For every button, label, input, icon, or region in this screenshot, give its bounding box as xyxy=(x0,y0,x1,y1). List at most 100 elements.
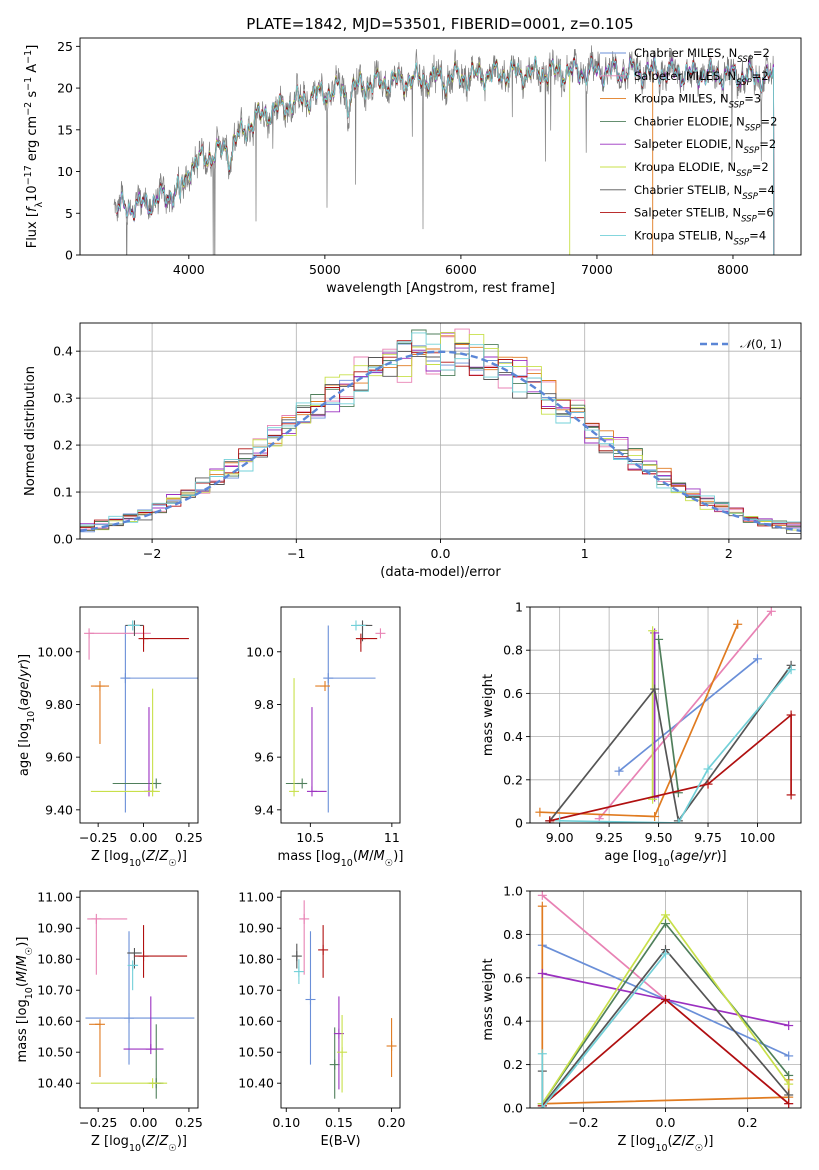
x-axis-label: Z [log10(Z/Z☉)] xyxy=(91,849,187,869)
plot-area xyxy=(285,620,386,813)
axes-frame xyxy=(79,606,199,824)
y-tick-label: 0.6 xyxy=(503,686,523,701)
x-tick-label: 9.50 xyxy=(645,830,673,845)
errorbar-kroupa-stelib xyxy=(127,960,139,991)
x-tick-label: 0.20 xyxy=(378,1115,406,1130)
y-tick-label: 10.40 xyxy=(238,1076,274,1091)
weight-series-kroupa-elodie xyxy=(648,626,658,804)
x-tick-label: 9.25 xyxy=(595,830,623,845)
axes: −2 −1 0.0 1 2 0.0 0.1 0.2 0.3 0.4 (data-model)/err… xyxy=(23,322,802,580)
y-tick-label: 0.4 xyxy=(503,1014,523,1029)
y-tick-label: 10.90 xyxy=(37,921,73,936)
y-tick-label: 0.4 xyxy=(53,344,73,359)
x-tick-label: −0.25 xyxy=(79,1115,117,1130)
y-tick-label: 0.2 xyxy=(53,438,73,453)
y-tick-label: 10.80 xyxy=(37,952,73,967)
weight-series-chabrier-elodie xyxy=(654,634,683,798)
y-tick-label: 10.50 xyxy=(37,1045,73,1060)
y-tick-label: 0 xyxy=(65,248,73,263)
axes: 0.10 0.15 0.20 10.40 10.50 10.60 10.70 10.80 10.… xyxy=(238,890,405,1149)
y-tick-label: 11.00 xyxy=(37,890,73,905)
x-axis-label: wavelength [Angstrom, rest frame] xyxy=(326,281,555,296)
axes-frame xyxy=(79,890,199,1109)
y-tick-label: 0.1 xyxy=(53,485,73,500)
legend-entry-kroupa-elodie: Kroupa ELODIE, NSSP=2 xyxy=(634,160,769,179)
errorbar-salpeter-stelib xyxy=(318,925,329,978)
y-tick-label: 5 xyxy=(65,206,73,221)
x-axis-label: mass [log10(M/M☉)] xyxy=(278,849,404,869)
legend-entry-kroupa-stelib: Kroupa STELIB, NSSP=4 xyxy=(634,228,766,247)
weight-series-kroupa-stelib xyxy=(555,665,796,823)
x-tick-label: 0.10 xyxy=(272,1115,300,1130)
legend-entry-chabrier-stelib: Chabrier STELIB, NSSP=4 xyxy=(634,183,775,202)
y-tick-label: 0.3 xyxy=(53,391,73,406)
plot-area xyxy=(291,900,397,1099)
x-axis-label: (data-model)/error xyxy=(380,565,501,580)
normal-reference-curve xyxy=(80,350,801,532)
errorbar-chabrier-miles xyxy=(85,931,195,1065)
x-tick-label: 5000 xyxy=(309,262,341,277)
panel-age-vs-mass: 10.5 11 9.4 9.6 9.8 10.0 mass [log10(M/M☉)] xyxy=(246,606,404,869)
plot-area xyxy=(84,620,198,813)
x-tick-label: 0.0 xyxy=(431,546,451,561)
y-tick-label: 9.4 xyxy=(254,802,274,817)
weight-series-salpeter-stelib xyxy=(545,710,796,823)
y-axis-label: mass [log10(M/M☉)] xyxy=(15,937,35,1063)
errorbar-chabrier-elodie xyxy=(329,1027,340,1099)
errorbar-chabrier-miles xyxy=(323,625,376,813)
legend-entry-salpeter-stelib: Salpeter STELIB, NSSP=6 xyxy=(634,206,774,225)
errorbar-kroupa-stelib xyxy=(127,620,140,631)
reference-legend-label: 𝒩(0, 1) xyxy=(740,337,782,351)
x-tick-label: 0.25 xyxy=(175,1115,203,1130)
axes: 4000 5000 6000 7000 8000 0 5 10 15 20 25 wavelength… xyxy=(23,37,802,296)
y-tick-label: 0.0 xyxy=(53,532,73,547)
y-tick-label: 10.80 xyxy=(238,952,274,967)
plot-area xyxy=(85,913,195,1099)
reference-legend: 𝒩(0, 1) xyxy=(700,337,782,351)
x-tick-label: 10.5 xyxy=(296,830,324,845)
x-tick-label: 9.00 xyxy=(546,830,574,845)
axes: −0.25 0.00 0.25 9.40 9.60 9.80 10.00 Z [log10(Z… xyxy=(17,606,203,869)
model-spectrum-salpeter-stelib xyxy=(116,55,775,255)
x-tick-label: 6000 xyxy=(445,262,477,277)
panel-mass-vs-ebv: 0.10 0.15 0.20 10.40 10.50 10.60 10.70 10.80 10.… xyxy=(238,890,405,1149)
y-tick-label: 9.8 xyxy=(254,697,274,712)
y-axis-label: mass weight xyxy=(481,674,496,756)
x-tick-label: 2 xyxy=(725,546,733,561)
plot-area xyxy=(535,607,796,823)
y-axis-label: Flux [fλ10−17 erg cm−2 s−1 A−1] xyxy=(23,45,45,249)
axes-frame xyxy=(280,890,401,1109)
y-tick-label: 10.70 xyxy=(238,983,274,998)
x-axis-label: E(B-V) xyxy=(320,1134,360,1149)
errorbar-kroupa-elodie xyxy=(90,688,160,797)
errorbar-chabrier-stelib xyxy=(291,943,302,969)
y-tick-label: 9.80 xyxy=(45,697,73,712)
y-tick-label: 1 xyxy=(515,600,523,615)
errorbar-kroupa-elodie xyxy=(289,678,300,797)
weight-series-salpeter-elodie xyxy=(650,628,660,802)
y-tick-label: 10.40 xyxy=(37,1076,73,1091)
panel-age-vs-Z: −0.25 0.00 0.25 9.40 9.60 9.80 10.00 Z [log10(Z… xyxy=(17,606,203,869)
y-tick-label: 0.0 xyxy=(503,1101,523,1116)
x-tick-label: −0.25 xyxy=(79,830,117,845)
panel-residuals: −2 −1 0.0 1 2 0.0 0.1 0.2 0.3 0.4 (data-model)/err… xyxy=(23,322,802,580)
model-spectrum-kroupa-elodie xyxy=(174,58,571,255)
errorbar-kroupa-stelib xyxy=(293,959,304,984)
weight-series-kroupa-stelib xyxy=(537,949,670,1108)
x-tick-label: 9.75 xyxy=(694,830,722,845)
y-tick-label: 0.2 xyxy=(503,772,523,787)
y-tick-label: 0.6 xyxy=(503,970,523,985)
y-tick-label: 0.8 xyxy=(503,927,523,942)
axes-frame xyxy=(529,606,802,824)
x-axis-label: Z [log10(Z/Z☉)] xyxy=(91,1134,187,1154)
errorbar-salpeter-stelib xyxy=(134,925,188,978)
figure-title: PLATE=1842, MJD=53501, FIBERID=0001, z=0… xyxy=(246,15,633,33)
y-tick-label: 10.70 xyxy=(37,983,73,998)
y-tick-label: 0.4 xyxy=(503,729,523,744)
y-tick-label: 20 xyxy=(57,81,73,96)
y-tick-label: 15 xyxy=(57,122,73,137)
legend-entry-salpeter-miles: Salpeter MILES, NSSP=2 xyxy=(634,69,769,88)
errorbar-chabrier-elodie xyxy=(285,778,308,789)
errorbar-salpeter-miles xyxy=(87,913,128,975)
y-axis-label: age [log10(age/yr)] xyxy=(17,654,37,776)
